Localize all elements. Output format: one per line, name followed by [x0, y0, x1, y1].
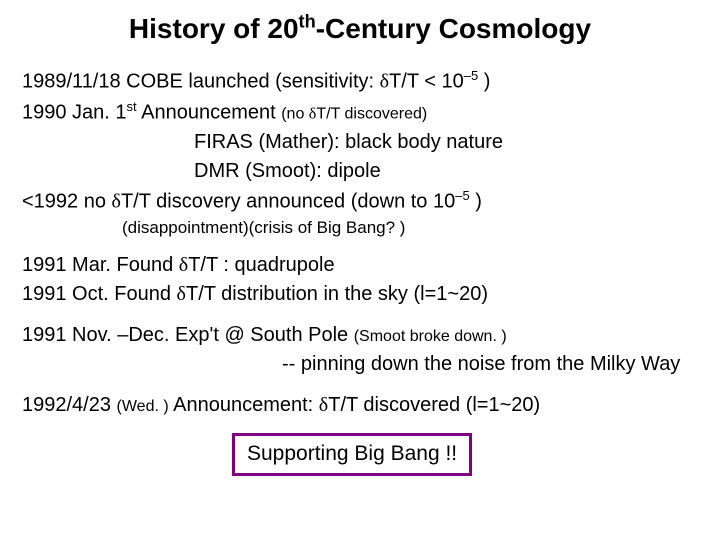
gap2 — [22, 310, 698, 322]
l5c: ) — [470, 190, 482, 212]
l7b: T/T : quadrupole — [188, 254, 334, 276]
l1b: T/T < 10 — [389, 71, 464, 93]
l5a: <1992 no — [22, 190, 112, 212]
l7-delta: δ — [179, 254, 188, 276]
l9-small: (Smoot broke down. ) — [354, 328, 507, 345]
l11-small: (Wed. ) — [117, 398, 169, 415]
l5b: T/T discovery announced (down to 10 — [121, 190, 455, 212]
line-1992: <1992 no δT/T discovery announced (down … — [22, 187, 698, 216]
l11c: T/T discovered (l=1~20) — [328, 394, 540, 416]
line-cobe: 1989/11/18 COBE launched (sensitivity: δ… — [22, 67, 698, 96]
line-1992apr: 1992/4/23 (Wed. ) Announcement: δT/T dis… — [22, 392, 698, 419]
line-pinning: -- pinning down the noise from the Milky… — [282, 351, 698, 378]
l2a: 1990 Jan. 1 — [22, 102, 127, 124]
l7a: 1991 Mar. Found — [22, 254, 179, 276]
l11-delta: δ — [319, 394, 328, 416]
page-title: History of 20th-Century Cosmology — [129, 13, 591, 44]
line-dmr: DMR (Smoot): dipole — [194, 158, 698, 185]
l11b: Announcement: — [169, 394, 319, 416]
l2-small: (no δT/T discovered) — [281, 106, 427, 123]
l1-delta: δ — [380, 71, 389, 93]
gap3 — [22, 380, 698, 392]
l8b: T/T distribution in the sky (l=1~20) — [186, 283, 488, 305]
l5-exp: –5 — [455, 188, 469, 203]
line-firas: FIRAS (Mather): black body nature — [194, 129, 698, 156]
l2s2: T/T discovered) — [316, 106, 427, 123]
title-part1: History of 20 — [129, 13, 299, 44]
l1a: 1989/11/18 COBE launched (sensitivity: — [22, 71, 380, 93]
l2s1: (no — [281, 106, 309, 123]
title-th: th — [299, 12, 316, 32]
line-disappointment: (disappointment)(crisis of Big Bang? ) — [122, 217, 698, 240]
supporting-box: Supporting Big Bang !! — [232, 433, 472, 475]
l2-st: st — [127, 99, 137, 114]
line-1991nov: 1991 Nov. –Dec. Exp't @ South Pole (Smoo… — [22, 322, 698, 349]
line-1990: 1990 Jan. 1st Announcement (no δT/T disc… — [22, 98, 698, 127]
l1c: ) — [478, 71, 490, 93]
line-1991oct: 1991 Oct. Found δT/T distribution in the… — [22, 281, 698, 308]
line-1991mar: 1991 Mar. Found δT/T : quadrupole — [22, 252, 698, 279]
box-wrapper: Supporting Big Bang !! — [22, 427, 698, 475]
l8-delta: δ — [177, 283, 186, 305]
l8a: 1991 Oct. Found — [22, 283, 177, 305]
l5-delta: δ — [112, 190, 121, 212]
title-part2: -Century Cosmology — [316, 13, 591, 44]
content-area: 1989/11/18 COBE launched (sensitivity: δ… — [0, 59, 720, 475]
gap1 — [22, 240, 698, 252]
l11a: 1992/4/23 — [22, 394, 117, 416]
l9a: 1991 Nov. –Dec. Exp't @ South Pole — [22, 324, 354, 346]
title-bar: History of 20th-Century Cosmology — [0, 0, 720, 59]
l1-exp: –5 — [464, 68, 478, 83]
slide: History of 20th-Century Cosmology 1989/1… — [0, 0, 720, 540]
l2b: Announcement — [137, 102, 282, 124]
